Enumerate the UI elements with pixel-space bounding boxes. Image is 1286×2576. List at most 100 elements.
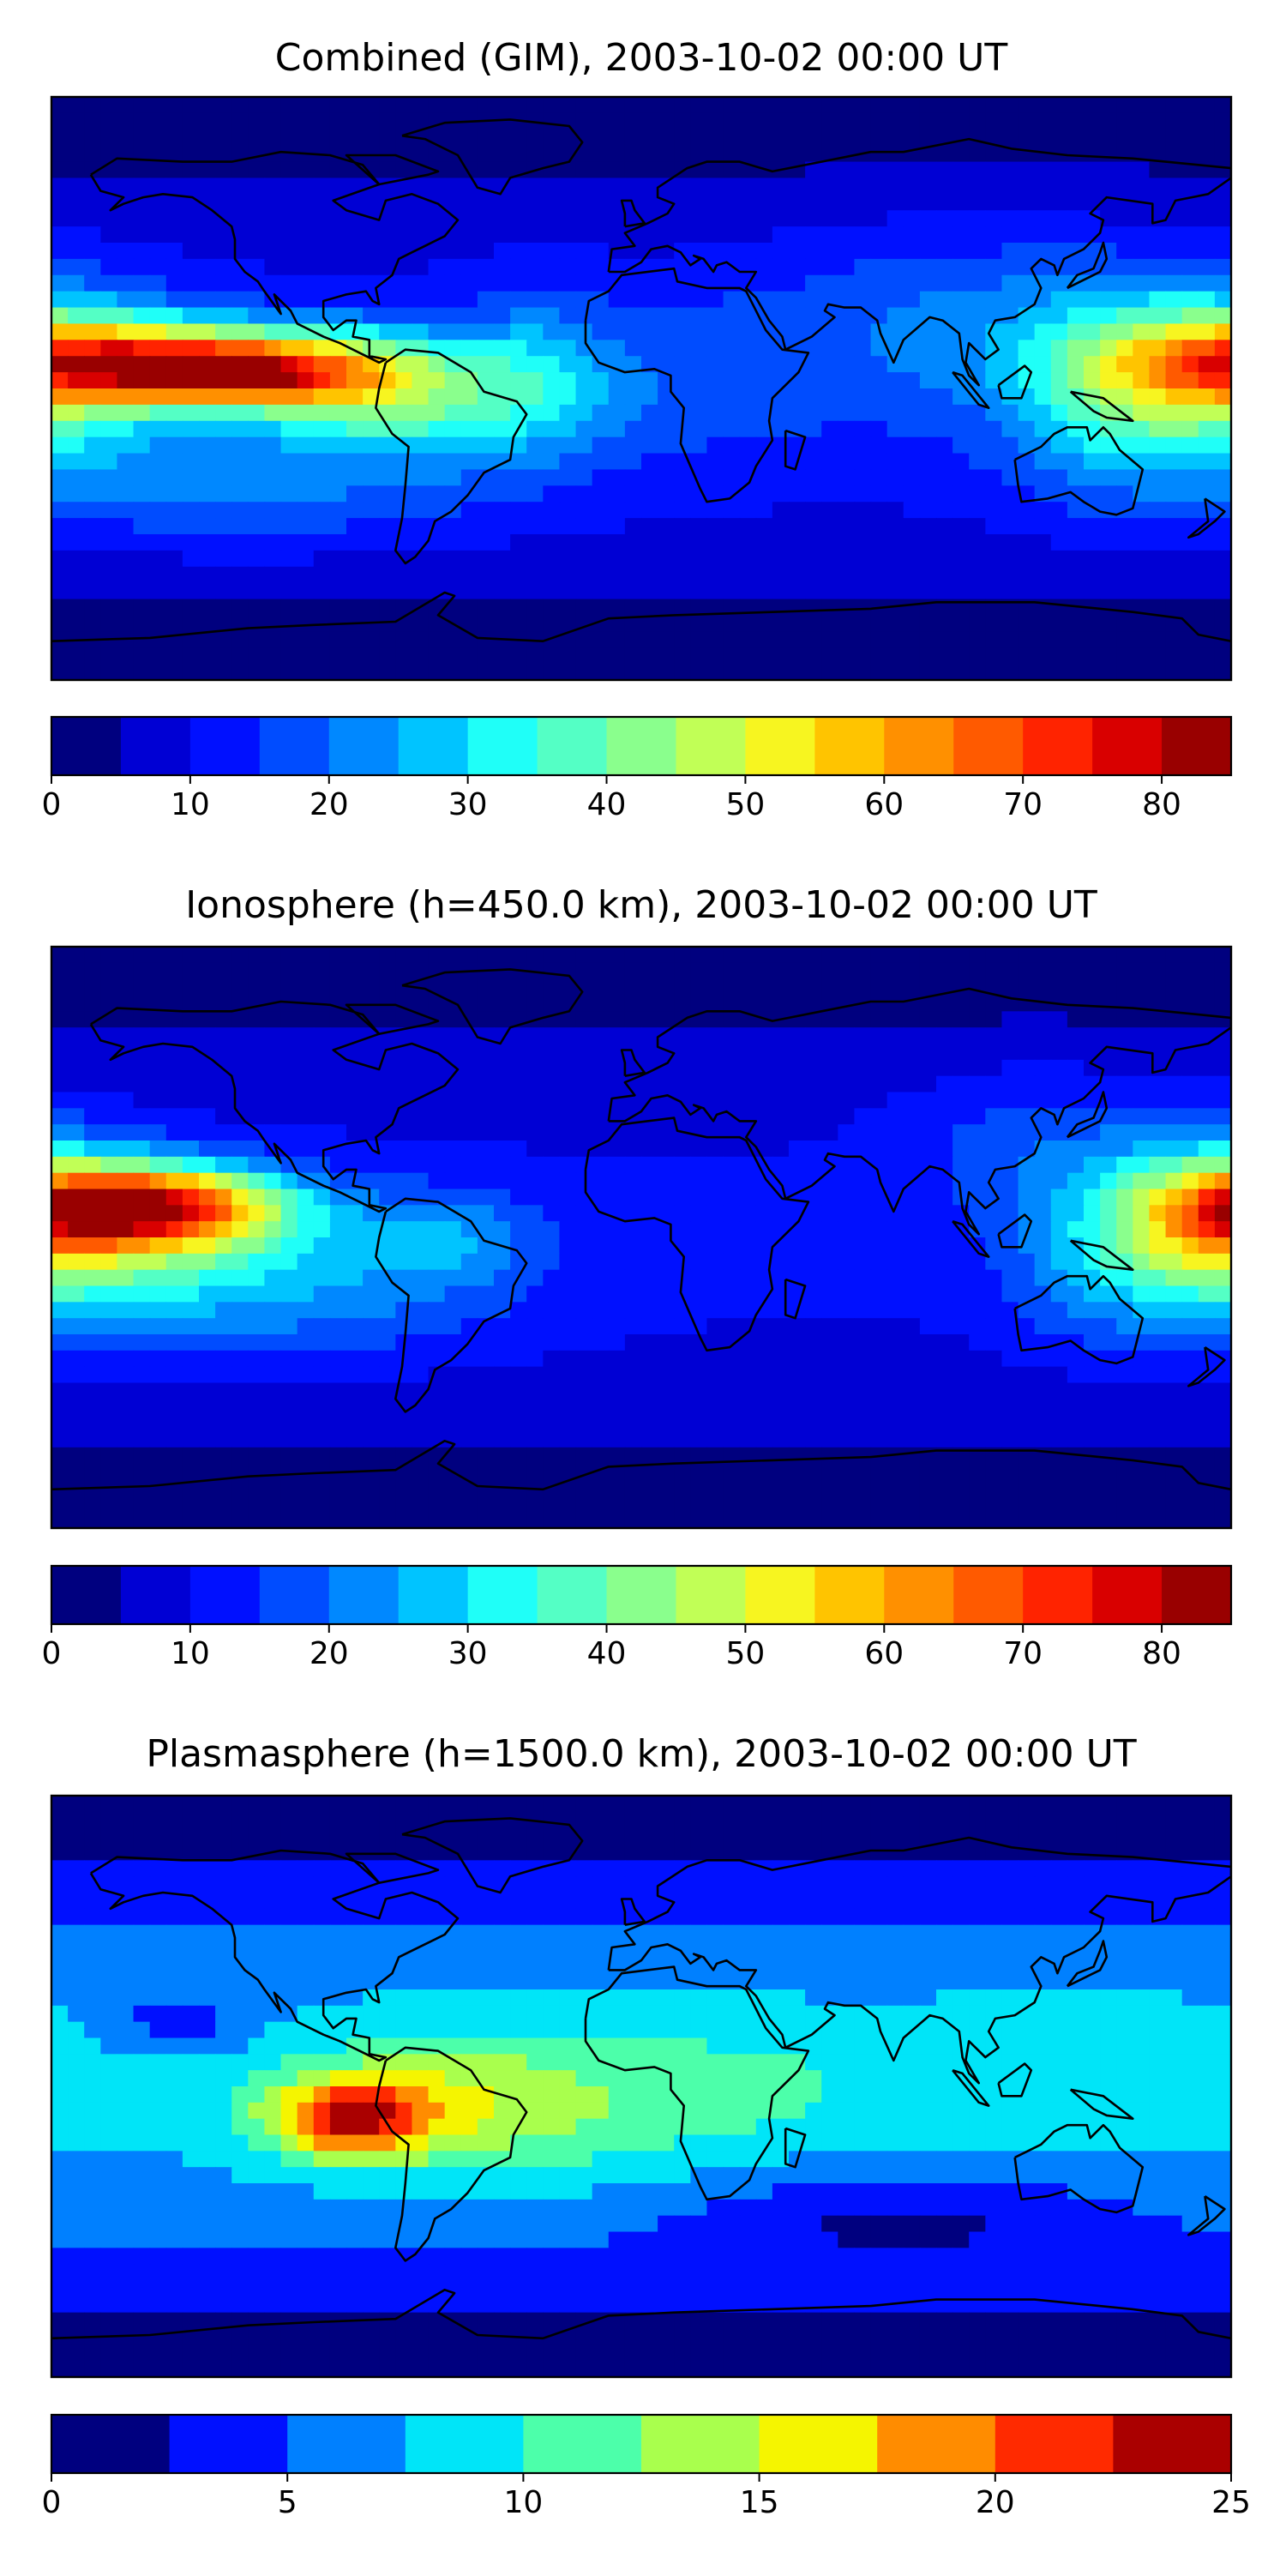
contour-cell [363,947,380,963]
contour-cell [494,469,511,485]
contour-cell [904,1270,921,1286]
contour-cell [84,129,101,146]
contour-cell [887,664,904,680]
contour-cell [1051,1092,1068,1109]
contour-cell [379,1447,396,1464]
contour-cell [543,1254,560,1270]
contour-cell [1149,1205,1166,1221]
contour-cell [559,1318,576,1334]
contour-cell [281,664,298,680]
contour-cell [1100,323,1117,340]
contour-cell [166,1076,183,1092]
contour-cell [576,275,593,292]
contour-cell [314,340,331,356]
contour-cell [985,1367,1002,1383]
contour-cell [904,567,921,583]
contour-cell [1019,963,1036,979]
contour-cell [936,421,953,437]
contour-cell [346,534,364,551]
contour-cell [445,1011,462,1027]
contour-cell [559,1173,576,1189]
contour-cell [445,664,462,680]
contour-cell [674,599,691,616]
contour-cell [1133,405,1150,421]
contour-cell [478,583,495,599]
contour-cell [706,615,724,631]
contour-cell [821,1415,838,1431]
contour-cell [838,1189,855,1206]
contour-cell [68,1464,85,1480]
contour-cell [215,113,232,129]
contour-cell [363,1367,380,1383]
contour-cell [51,275,69,292]
contour-cell [559,1286,576,1303]
contour-cell [183,1431,200,1447]
contour-cell [969,226,986,243]
contour-cell [789,1254,806,1270]
contour-cell [166,113,183,129]
contour-cell [854,292,871,308]
contour-cell [264,567,281,583]
contour-cell [445,437,462,454]
contour-cell [1019,469,1036,485]
contour-cell [199,356,216,372]
contour-cell [231,1254,249,1270]
contour-cell [445,275,462,292]
contour-cell [183,405,200,421]
contour-cell [183,356,200,372]
contour-cell [706,647,724,664]
contour-cell [248,113,265,129]
contour-cell [264,1334,281,1351]
contour-cell [412,1351,429,1367]
contour-cell [805,1351,822,1367]
contour-cell [1182,1141,1199,1157]
contour-cell [609,162,626,178]
contour-cell [854,243,871,259]
contour-cell [68,178,85,194]
contour-cell [68,243,85,259]
contour-cell [920,1415,937,1431]
contour-cell [281,323,298,340]
contour-cell [789,1157,806,1173]
contour-cell [543,194,560,210]
contour-cell [1182,1060,1199,1076]
contour-cell [871,1415,888,1431]
contour-cell [429,631,446,647]
contour-cell [904,226,921,243]
contour-cell [789,1383,806,1399]
contour-cell [461,1302,478,1318]
contour-cell [412,292,429,308]
contour-cell [183,1141,200,1157]
contour-cell [904,243,921,259]
contour-cell [264,1367,281,1383]
contour-cell [854,1092,871,1109]
contour-cell [1182,97,1199,113]
contour-cell [625,437,642,454]
contour-cell [150,323,167,340]
contour-cell [887,1044,904,1060]
contour-cell [559,437,576,454]
contour-cell [1215,979,1232,996]
contour-cell [1215,323,1232,340]
contour-cell [772,947,790,963]
contour-cell [117,226,134,243]
contour-cell [740,1044,757,1060]
contour-cell [543,1189,560,1206]
contour-cell [412,437,429,454]
contour-cell [1067,1173,1085,1189]
contour-cell [821,1060,838,1076]
contour-cell [330,1060,347,1076]
contour-cell [84,583,101,599]
contour-cell [117,1027,134,1044]
contour-cell [706,113,724,129]
contour-cell [1035,631,1052,647]
contour-cell [625,129,642,146]
contour-cell [789,1351,806,1367]
contour-cell [412,259,429,275]
contour-cell [805,1124,822,1141]
contour-cell [985,1415,1002,1431]
contour-cell [183,1027,200,1044]
contour-cell [297,1205,315,1221]
contour-cell [264,437,281,454]
contour-cell [1019,1318,1036,1334]
